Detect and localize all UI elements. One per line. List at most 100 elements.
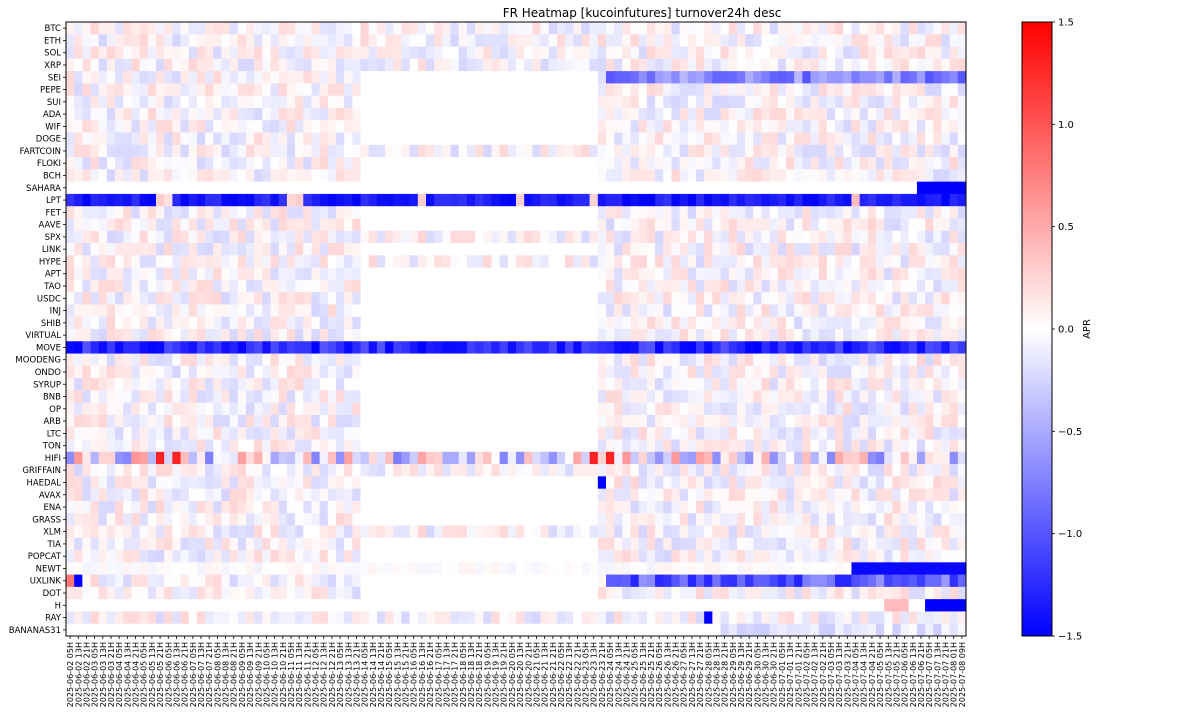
heatmap-cell bbox=[475, 488, 484, 502]
heatmap-cell bbox=[164, 341, 173, 354]
heatmap-cell bbox=[826, 46, 836, 60]
heatmap-cell bbox=[859, 525, 869, 539]
heatmap-cell bbox=[753, 218, 762, 232]
heatmap-cell bbox=[417, 525, 427, 539]
heatmap-cell bbox=[516, 34, 525, 47]
heatmap-cell bbox=[270, 439, 280, 453]
heatmap-cell bbox=[344, 206, 353, 219]
heatmap-cell bbox=[859, 58, 869, 72]
heatmap-cell bbox=[802, 169, 811, 183]
heatmap-cell bbox=[859, 390, 869, 404]
heatmap-cell bbox=[745, 46, 754, 60]
heatmap-cell bbox=[180, 476, 190, 490]
heatmap-cell bbox=[843, 365, 852, 379]
heatmap-cell bbox=[941, 353, 951, 367]
heatmap-cell bbox=[180, 427, 190, 440]
heatmap-cell bbox=[483, 46, 492, 60]
heatmap-cell bbox=[802, 181, 811, 195]
heatmap-cell bbox=[74, 451, 83, 465]
heatmap-cell bbox=[246, 95, 255, 109]
heatmap-cell bbox=[949, 414, 959, 428]
heatmap-cell bbox=[131, 341, 141, 354]
heatmap-cell bbox=[327, 267, 337, 281]
heatmap-cell bbox=[524, 292, 533, 305]
heatmap-cell bbox=[745, 304, 754, 318]
heatmap-cell bbox=[295, 341, 304, 354]
heatmap-cell bbox=[246, 329, 255, 342]
heatmap-cell bbox=[573, 58, 582, 72]
heatmap-cell bbox=[671, 218, 681, 232]
heatmap-cell bbox=[376, 341, 386, 354]
heatmap-cell bbox=[949, 329, 959, 342]
heatmap-cell bbox=[221, 71, 231, 84]
heatmap-cell bbox=[180, 513, 190, 526]
heatmap-cell bbox=[123, 316, 132, 330]
heatmap-cell bbox=[516, 230, 525, 244]
heatmap-cell bbox=[581, 476, 591, 490]
heatmap-cell bbox=[679, 304, 689, 318]
heatmap-cell bbox=[892, 120, 901, 133]
heatmap-cell bbox=[368, 353, 378, 367]
heatmap-cell bbox=[442, 22, 451, 35]
heatmap-cell bbox=[475, 464, 484, 477]
heatmap-cell bbox=[851, 390, 861, 404]
heatmap-cell bbox=[303, 316, 312, 330]
heatmap-cell bbox=[957, 402, 967, 416]
heatmap-cell bbox=[131, 292, 141, 305]
heatmap-cell bbox=[393, 181, 402, 195]
heatmap-cell bbox=[638, 500, 648, 514]
heatmap-cell bbox=[638, 390, 648, 404]
heatmap-cell bbox=[900, 451, 910, 465]
heatmap-cell bbox=[66, 157, 75, 170]
heatmap-cell bbox=[254, 329, 263, 342]
heatmap-cell bbox=[818, 255, 828, 268]
heatmap-cell bbox=[720, 464, 730, 477]
heatmap-cell bbox=[786, 58, 795, 72]
heatmap-cell bbox=[106, 83, 116, 97]
heatmap-cell bbox=[499, 230, 509, 244]
heatmap-cell bbox=[188, 292, 198, 305]
heatmap-cell bbox=[205, 476, 214, 490]
heatmap-cell bbox=[957, 34, 967, 47]
heatmap-cell bbox=[794, 83, 803, 97]
chart-title: FR Heatmap [kucoinfutures] turnover24h d… bbox=[503, 6, 782, 20]
heatmap-cell bbox=[164, 120, 173, 133]
heatmap-cell bbox=[573, 525, 582, 539]
heatmap-cell bbox=[434, 365, 443, 379]
heatmap-cell bbox=[777, 267, 787, 281]
heatmap-cell bbox=[156, 329, 165, 342]
heatmap-cell bbox=[949, 255, 959, 268]
heatmap-cell bbox=[352, 255, 361, 268]
heatmap-cell bbox=[581, 107, 591, 121]
heatmap-cell bbox=[123, 255, 132, 268]
heatmap-cell bbox=[704, 181, 713, 195]
heatmap-cell bbox=[262, 267, 271, 281]
heatmap-cell bbox=[499, 83, 509, 97]
heatmap-cell bbox=[205, 107, 214, 121]
heatmap-cell bbox=[278, 230, 288, 244]
heatmap-cell bbox=[237, 243, 247, 256]
heatmap-cell bbox=[589, 476, 599, 490]
heatmap-cell bbox=[573, 451, 582, 465]
heatmap-cell bbox=[376, 95, 386, 109]
heatmap-cell bbox=[900, 58, 910, 72]
heatmap-cell bbox=[736, 513, 746, 526]
heatmap-cell bbox=[957, 378, 967, 391]
heatmap-cell bbox=[213, 537, 222, 551]
heatmap-cell bbox=[66, 378, 75, 391]
heatmap-cell bbox=[933, 193, 942, 207]
heatmap-cell bbox=[74, 230, 83, 244]
heatmap-cell bbox=[851, 329, 861, 342]
heatmap-cell bbox=[409, 181, 419, 195]
heatmap-cell bbox=[368, 144, 378, 158]
heatmap-cell bbox=[900, 95, 910, 109]
heatmap-cell bbox=[581, 181, 591, 195]
heatmap-cell bbox=[66, 562, 75, 575]
heatmap-cell bbox=[213, 144, 222, 158]
heatmap-cell bbox=[941, 414, 951, 428]
heatmap-cell bbox=[941, 378, 951, 391]
heatmap-cell bbox=[687, 439, 697, 453]
heatmap-cell bbox=[916, 500, 926, 514]
heatmap-cell bbox=[957, 193, 967, 207]
heatmap-cell bbox=[499, 120, 509, 133]
